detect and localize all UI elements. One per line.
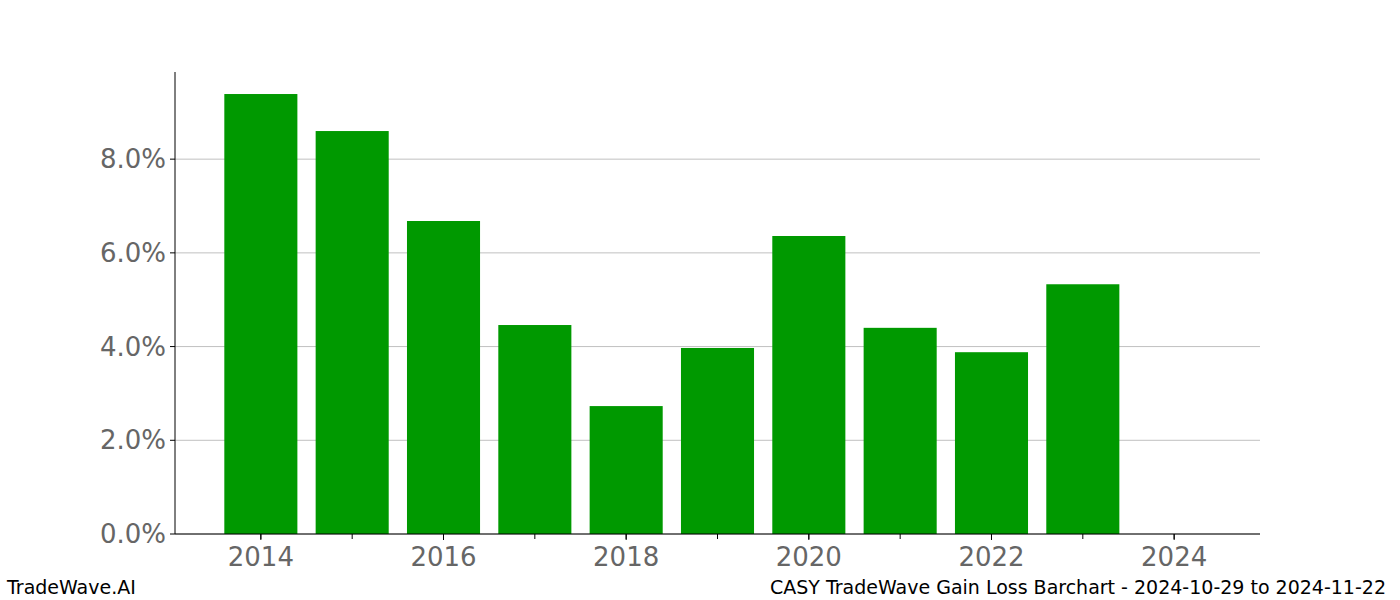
x-minor-tick (260, 534, 261, 539)
bar (864, 328, 937, 534)
x-minor-tick (1082, 534, 1083, 539)
y-tick (170, 534, 175, 535)
x-axis (175, 534, 1260, 535)
bar (772, 236, 845, 534)
title: CASY TradeWave Gain Loss Barchart - 2024… (770, 576, 1386, 598)
x-tick (991, 534, 992, 540)
x-minor-tick (900, 534, 901, 539)
x-minor-tick (626, 534, 627, 539)
y-tick-label: 2.0% (100, 425, 166, 455)
x-tick (808, 534, 809, 540)
y-tick-label: 6.0% (100, 238, 166, 268)
source: TradeWave.AI (6, 576, 136, 598)
grid-line (175, 534, 1260, 535)
y-tick (170, 346, 175, 347)
x-minor-tick (808, 534, 809, 539)
bar (1046, 284, 1119, 534)
x-tick-label: 2016 (410, 542, 476, 572)
bar (955, 352, 1028, 534)
bar (498, 325, 571, 534)
bar (407, 221, 480, 534)
bar (224, 94, 297, 534)
x-minor-tick (717, 534, 718, 539)
x-tick-label: 2018 (593, 542, 659, 572)
x-minor-tick (443, 534, 444, 539)
x-tick (260, 534, 261, 540)
y-tick-label: 8.0% (100, 144, 166, 174)
y-tick-label: 4.0% (100, 332, 166, 362)
x-tick (443, 534, 444, 540)
chart: 0.0% 2.0% 4.0% 6.0% 8.0% 2014 2016 2018 2020 2022… (0, 0, 1400, 600)
bar (681, 348, 754, 534)
x-tick (626, 534, 627, 540)
x-minor-tick (1174, 534, 1175, 539)
x-minor-tick (352, 534, 353, 539)
x-tick-label: 2014 (228, 542, 294, 572)
bars (224, 94, 1119, 534)
y-tick (170, 440, 175, 441)
x-minor-tick (991, 534, 992, 539)
y-tick (170, 159, 175, 160)
bar (590, 406, 663, 534)
x-minor-tick (534, 534, 535, 539)
x-tick-label: 2022 (958, 542, 1024, 572)
bar (316, 131, 389, 534)
y-tick-label: 0.0% (100, 519, 166, 549)
x-tick-label: 2020 (776, 542, 842, 572)
y-axis (175, 72, 176, 534)
x-tick (1174, 534, 1175, 540)
y-tick (170, 252, 175, 253)
x-tick-label: 2024 (1141, 542, 1207, 572)
